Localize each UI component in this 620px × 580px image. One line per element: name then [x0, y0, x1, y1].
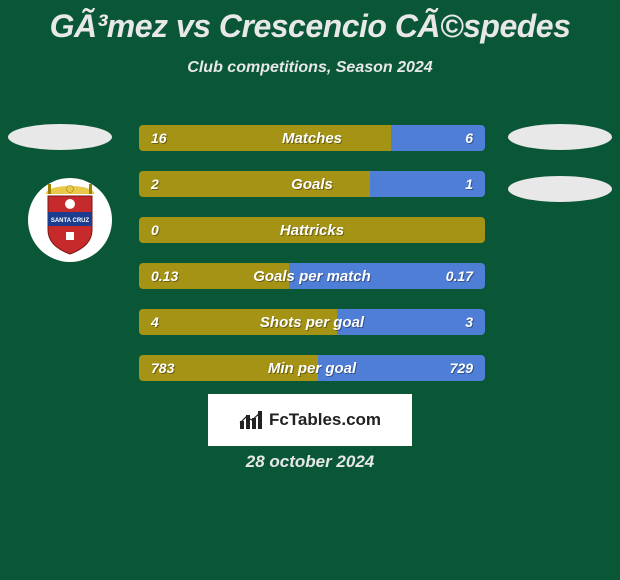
page-subtitle: Club competitions, Season 2024	[0, 59, 620, 77]
stat-bar: 0.130.17Goals per match	[138, 262, 486, 290]
stat-bar-right-segment: 6	[391, 125, 485, 151]
stat-bar-left-segment: 16	[139, 125, 391, 151]
stat-right-value: 0.17	[446, 268, 473, 284]
stat-bar: 43Shots per goal	[138, 308, 486, 336]
stat-right-value: 6	[465, 130, 473, 146]
stat-left-value: 4	[151, 314, 159, 330]
stat-right-value: 729	[450, 360, 473, 376]
stat-bar: 166Matches	[138, 124, 486, 152]
crest-banner-text: SANTA CRUZ	[51, 218, 90, 224]
stat-bar-left-segment: 783	[139, 355, 318, 381]
date-label: 28 october 2024	[0, 452, 620, 472]
stat-bar-left-segment: 0.13	[139, 263, 289, 289]
stat-bar: 0Hattricks	[138, 216, 486, 244]
stat-bar-left-segment: 4	[139, 309, 337, 335]
right-player-badge-placeholder-1	[508, 124, 612, 150]
stat-left-value: 0	[151, 222, 159, 238]
left-player-badge-placeholder	[8, 124, 112, 150]
crest-icon: SANTA CRUZ	[40, 184, 100, 256]
logo-text: FcTables.com	[269, 410, 381, 430]
stat-bar-right-segment: 3	[337, 309, 485, 335]
stat-bar-right-segment: 1	[370, 171, 485, 197]
stat-bar-left-segment: 0	[139, 217, 485, 243]
bar-chart-icon	[239, 409, 265, 431]
right-player-badge-placeholder-2	[508, 176, 612, 202]
stat-bar: 21Goals	[138, 170, 486, 198]
stat-left-value: 2	[151, 176, 159, 192]
stat-right-value: 1	[465, 176, 473, 192]
stat-bar-right-segment: 0.17	[289, 263, 485, 289]
stat-left-value: 0.13	[151, 268, 178, 284]
stat-right-value: 3	[465, 314, 473, 330]
fctables-logo[interactable]: FcTables.com	[208, 394, 412, 446]
stat-left-value: 783	[151, 360, 174, 376]
stat-left-value: 16	[151, 130, 167, 146]
page-title: GÃ³mez vs Crescencio CÃ©spedes	[0, 0, 620, 45]
stat-bar: 783729Min per goal	[138, 354, 486, 382]
stat-bar-right-segment: 729	[318, 355, 485, 381]
stat-bar-left-segment: 2	[139, 171, 370, 197]
comparison-bars: 166Matches21Goals0Hattricks0.130.17Goals…	[138, 124, 486, 400]
club-crest: SANTA CRUZ	[28, 178, 112, 262]
